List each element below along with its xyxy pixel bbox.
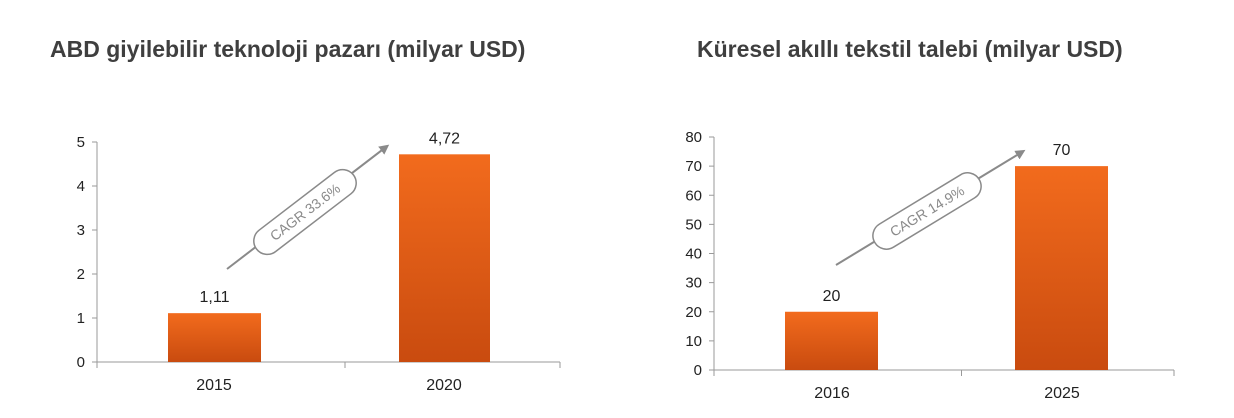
category-label: 2015 <box>196 377 232 394</box>
bar-2015 <box>168 313 261 362</box>
bar-2025 <box>1015 166 1108 370</box>
y-tick-label: 10 <box>685 333 702 350</box>
data-label: 1,11 <box>200 289 230 306</box>
cagr-badge: CAGR 14.9% <box>872 172 982 250</box>
cagr-badge-outline <box>872 172 982 250</box>
category-label: 2016 <box>814 385 850 402</box>
y-tick-label: 50 <box>685 216 702 233</box>
chart-2: 0 10 20 30 40 50 60 70 80 20 2016 70 2025 CAGR 14.9% <box>685 129 1175 402</box>
bar-2016 <box>785 311 878 370</box>
y-tick-label: 0 <box>77 354 85 371</box>
y-tick-label: 2 <box>77 266 85 283</box>
category-label: 2025 <box>1044 385 1080 402</box>
data-label: 70 <box>1053 142 1071 159</box>
y-tick-label: 4 <box>77 178 85 195</box>
y-tick-label: 30 <box>685 275 702 292</box>
y-tick-label: 5 <box>77 134 85 151</box>
y-tick-label: 20 <box>685 304 702 321</box>
cagr-badge: CAGR 33.6% <box>253 168 357 256</box>
data-label: 20 <box>823 288 841 305</box>
y-tick-label: 60 <box>685 187 702 204</box>
cagr-badge-outline <box>253 168 357 256</box>
y-tick-label: 3 <box>77 222 85 239</box>
y-tick-label: 40 <box>685 246 702 263</box>
y-tick-label: 1 <box>77 310 85 327</box>
y-tick-label: 70 <box>685 158 702 175</box>
cagr-label: CAGR 14.9% <box>887 182 967 239</box>
chart-title-left: ABD giyilebilir teknoloji pazarı (milyar… <box>50 36 526 62</box>
chart-1: 0 1 2 3 4 5 1,11 2015 4,72 2020 CAGR 33.6% <box>77 130 561 394</box>
data-label: 4,72 <box>429 130 460 147</box>
chart-title-right: Küresel akıllı tekstil talebi (milyar US… <box>697 36 1123 62</box>
cagr-label: CAGR 33.6% <box>267 180 343 244</box>
y-tick-label: 0 <box>694 362 702 379</box>
bar-2020 <box>399 154 490 362</box>
y-tick-label: 80 <box>685 129 702 146</box>
category-label: 2020 <box>426 377 462 394</box>
